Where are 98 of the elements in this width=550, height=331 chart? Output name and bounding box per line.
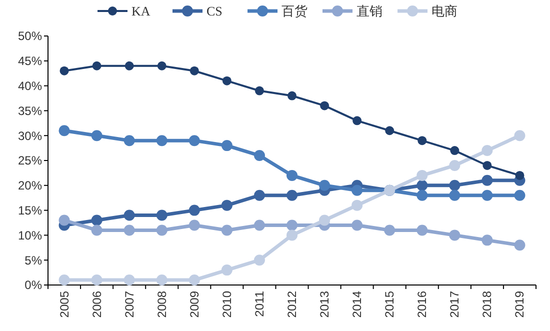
point <box>58 274 70 286</box>
point <box>288 91 296 100</box>
point <box>91 214 102 226</box>
point <box>514 130 526 142</box>
point <box>449 180 460 191</box>
point <box>124 210 135 221</box>
point <box>449 190 460 201</box>
x-tick-label: 2014 <box>350 290 364 318</box>
point <box>352 200 363 211</box>
x-tick-label: 2005 <box>57 290 72 318</box>
point <box>286 220 298 231</box>
x-tick-label: 2010 <box>220 290 234 318</box>
y-tick-label: 40% <box>18 79 42 93</box>
point <box>319 180 330 191</box>
legend-label: 直销 <box>356 4 382 19</box>
y-tick-label: 15% <box>18 204 42 218</box>
point <box>156 224 168 236</box>
point <box>449 160 460 171</box>
y-tick-label: 5% <box>24 253 42 268</box>
y-tick-label: 45% <box>18 54 42 68</box>
point <box>221 264 232 276</box>
point <box>58 125 70 136</box>
point <box>482 160 492 170</box>
point <box>156 210 168 221</box>
point <box>221 200 232 211</box>
point <box>221 140 232 152</box>
point <box>222 76 232 86</box>
y-tick-label: 25% <box>18 154 42 168</box>
y-tick-label: 10% <box>18 228 42 242</box>
legend-label: 电商 <box>432 4 458 19</box>
point <box>515 170 524 180</box>
point <box>60 66 69 76</box>
point <box>254 86 264 96</box>
point <box>91 224 102 236</box>
point <box>385 126 394 136</box>
point <box>514 240 526 251</box>
x-tick-label: 2016 <box>415 290 430 318</box>
x-tick-label: 2007 <box>122 290 136 318</box>
x-tick-label: 2018 <box>480 290 494 318</box>
point <box>352 220 363 231</box>
point <box>416 190 428 201</box>
x-tick-label: 2009 <box>187 290 202 318</box>
legend-label: KA <box>132 4 151 19</box>
point <box>514 190 526 201</box>
point <box>91 274 102 286</box>
point <box>156 135 168 146</box>
point <box>482 234 493 246</box>
point <box>254 220 265 231</box>
x-tick-label: 2008 <box>154 290 169 318</box>
x-tick-label: 2006 <box>90 290 104 318</box>
x-tick-label: 2011 <box>252 290 266 317</box>
point <box>92 61 102 70</box>
point <box>124 61 134 70</box>
point <box>416 224 428 236</box>
y-tick-label: 50% <box>18 29 42 44</box>
x-tick-label: 2012 <box>285 290 299 318</box>
point <box>254 254 265 266</box>
point <box>352 116 362 126</box>
x-tick-label: 2019 <box>512 290 527 318</box>
point <box>320 101 330 110</box>
point <box>482 190 493 201</box>
point <box>156 274 168 286</box>
point <box>482 174 493 186</box>
y-tick-label: 0% <box>24 278 42 292</box>
point <box>352 184 363 196</box>
point <box>188 220 200 231</box>
point <box>254 150 265 162</box>
point <box>124 135 135 146</box>
point <box>157 61 166 70</box>
point <box>124 224 135 236</box>
x-tick-label: 2017 <box>448 290 462 318</box>
point <box>124 274 135 286</box>
x-tick-label: 2015 <box>382 290 397 318</box>
point <box>449 230 460 241</box>
point <box>418 136 427 146</box>
y-tick-label: 30% <box>18 128 42 143</box>
point <box>188 274 200 286</box>
x-tick-label: 2013 <box>318 290 332 318</box>
point <box>416 180 428 191</box>
point <box>188 204 200 216</box>
point <box>319 214 330 226</box>
point <box>190 66 199 76</box>
point <box>482 145 493 156</box>
point <box>450 146 460 156</box>
y-tick-label: 20% <box>18 178 42 193</box>
point <box>416 170 428 181</box>
point <box>286 190 298 201</box>
legend-label: CS <box>206 4 222 19</box>
point <box>91 130 102 142</box>
point <box>286 230 298 241</box>
point <box>188 135 200 146</box>
legend-label: 百货 <box>282 4 308 19</box>
point <box>384 224 396 236</box>
point <box>221 224 232 236</box>
point <box>58 214 70 226</box>
y-tick-label: 35% <box>18 104 42 118</box>
point <box>254 190 265 201</box>
point <box>286 170 298 181</box>
